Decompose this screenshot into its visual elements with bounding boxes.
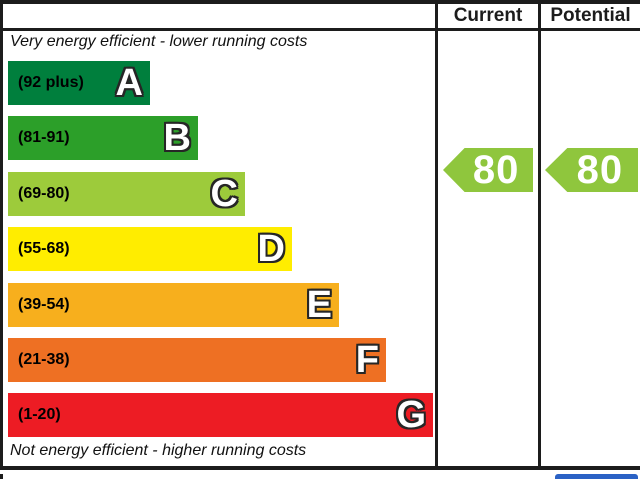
band-a-range-label: (92 plus) (18, 74, 84, 91)
potential-column-header: Potential (550, 5, 631, 26)
band-c: (69-80) C (8, 172, 245, 216)
band-b-letter: B (163, 117, 191, 159)
next-section-blue-edge (555, 474, 638, 479)
header-underline (0, 28, 640, 31)
potential-rating-arrow: 80 (545, 148, 638, 192)
top-border (0, 0, 640, 4)
band-a: (92 plus) A (8, 61, 150, 105)
band-e: (39-54) E (8, 283, 339, 327)
current-rating-arrow: 80 (443, 148, 533, 192)
band-d: (55-68) D (8, 227, 292, 271)
current-rating-value: 80 (472, 148, 520, 192)
band-c-letter: C (210, 173, 238, 215)
band-e-letter: E (306, 284, 332, 326)
bottom-border (0, 466, 640, 470)
band-f: (21-38) F (8, 338, 386, 382)
potential-column-divider (538, 0, 541, 470)
top-caption: Very energy efficient - lower running co… (10, 33, 308, 50)
band-d-range-label: (55-68) (18, 240, 70, 257)
band-b-range-label: (81-91) (18, 129, 70, 146)
bottom-caption: Not energy efficient - higher running co… (10, 442, 307, 459)
band-b: (81-91) B (8, 116, 198, 160)
potential-rating-value: 80 (576, 148, 624, 192)
left-border (0, 0, 3, 470)
next-section-left-border (0, 474, 3, 479)
band-g-letter: G (396, 394, 426, 436)
band-a-letter: A (115, 62, 143, 104)
band-e-range-label: (39-54) (18, 296, 70, 313)
band-f-range-label: (21-38) (18, 351, 70, 368)
current-column-divider (435, 0, 438, 470)
band-f-letter: F (355, 339, 379, 381)
band-g-range-label: (1-20) (18, 406, 61, 423)
band-c-range-label: (69-80) (18, 185, 70, 202)
band-d-letter: D (257, 228, 285, 270)
current-column-header: Current (453, 5, 523, 26)
band-g: (1-20) G (8, 393, 433, 437)
